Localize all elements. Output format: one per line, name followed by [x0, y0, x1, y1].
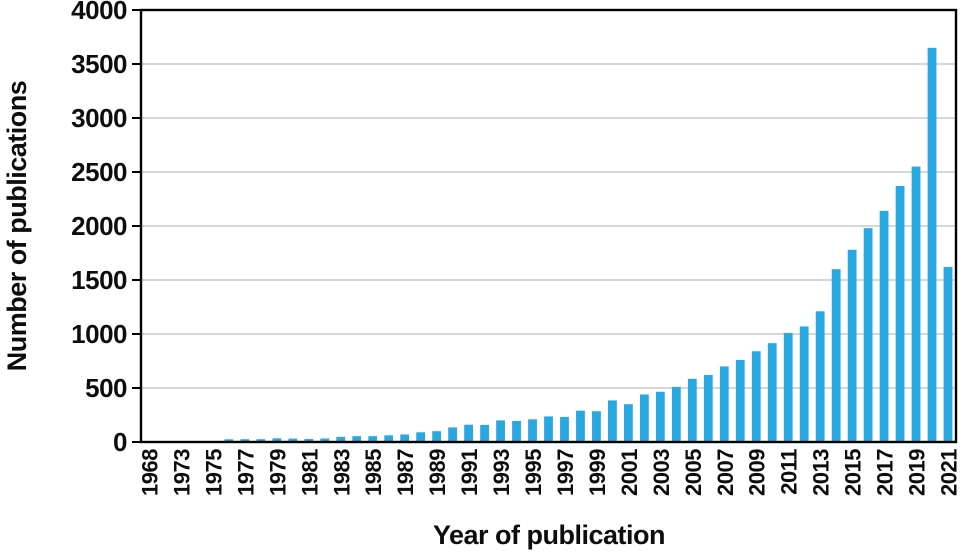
bar-2013: [815, 311, 825, 442]
bar-1992: [480, 424, 489, 442]
bar-2005: [687, 378, 697, 442]
y-axis-title: Number of publications: [2, 81, 32, 372]
bar-2014: [831, 269, 841, 442]
x-tick-label-1999: 1999: [585, 449, 610, 496]
x-tick-label-2005: 2005: [681, 449, 706, 496]
x-tick-label-2021: 2021: [937, 449, 961, 496]
x-tick-label-2001: 2001: [617, 449, 642, 496]
y-tick-label-3000: 3000: [71, 103, 127, 133]
bar-2021: [943, 267, 953, 442]
x-tick-label-2015: 2015: [841, 449, 866, 496]
bar-1978: [256, 439, 266, 442]
bar-1982: [320, 438, 330, 442]
x-tick-label-1997: 1997: [553, 449, 578, 496]
x-tick-label-1991: 1991: [457, 449, 482, 496]
x-tick-label-2009: 2009: [745, 449, 770, 496]
bar-2011: [783, 332, 793, 442]
bar-2017: [879, 210, 889, 442]
x-axis-title: Year of publication: [433, 520, 665, 550]
x-tick-label-1981: 1981: [297, 449, 322, 496]
bar-1985: [368, 436, 378, 442]
bar-2020: [927, 47, 937, 443]
bar-1983: [336, 436, 346, 442]
y-tick-label-2000: 2000: [71, 211, 127, 241]
bar-1977: [240, 439, 250, 442]
bar-2008: [735, 359, 745, 442]
bar-2010: [767, 343, 777, 442]
x-tick-label-1993: 1993: [489, 449, 514, 496]
bar-1981: [304, 438, 314, 442]
x-tick-label-2007: 2007: [713, 449, 738, 496]
bar-2019: [911, 166, 921, 442]
x-tick-label-1983: 1983: [329, 449, 354, 496]
x-axis: 1968 1973 1975 1977 1979 1981 1983 1985 1987 1989…: [138, 449, 961, 496]
x-tick-label-2017: 2017: [873, 449, 898, 496]
bar-1998: [576, 410, 585, 442]
bar-1988: [416, 432, 426, 442]
y-axis: 0 500 1000 1500 2000 2500 3000 3500 4000: [71, 0, 141, 457]
x-tick-label-1968: 1968: [138, 449, 163, 496]
bar-2006: [703, 375, 713, 442]
bar-2009: [751, 351, 761, 442]
bar-1990: [448, 427, 458, 442]
x-tick-label-1975: 1975: [201, 449, 226, 496]
bar-1986: [384, 435, 394, 442]
bar-1993: [496, 420, 505, 442]
x-tick-label-2013: 2013: [809, 449, 834, 496]
bar-1976: [224, 439, 234, 442]
bar-2012: [799, 326, 809, 442]
bar-1994: [512, 420, 521, 442]
x-tick-label-1985: 1985: [361, 449, 386, 496]
bar-1991: [464, 424, 473, 442]
y-tick-label-2500: 2500: [71, 157, 127, 187]
bar-1980: [288, 438, 298, 442]
y-tick-label-500: 500: [85, 373, 127, 403]
bar-2015: [847, 249, 857, 442]
bar-2003: [655, 391, 665, 442]
y-tick-label-3500: 3500: [71, 49, 127, 79]
bar-1987: [400, 434, 410, 442]
bar-2016: [863, 228, 873, 442]
x-tick-label-1973: 1973: [170, 449, 195, 496]
x-tick-label-1987: 1987: [393, 449, 418, 496]
bar-1999: [592, 411, 601, 442]
gridlines: [141, 63, 956, 389]
x-tick-label-2003: 2003: [649, 449, 674, 496]
bars: [144, 47, 953, 443]
x-tick-label-2011: 2011: [777, 449, 802, 495]
bar-1997: [560, 416, 569, 442]
bar-2002: [639, 394, 649, 442]
bar-1984: [352, 436, 362, 442]
y-tick-label-1000: 1000: [71, 319, 127, 349]
bar-1979: [272, 438, 282, 442]
y-tick-label-4000: 4000: [71, 0, 127, 25]
bar-1989: [432, 431, 442, 442]
bar-2004: [671, 386, 681, 442]
x-tick-label-1989: 1989: [425, 449, 450, 496]
bar-1995: [528, 419, 537, 442]
x-tick-label-1995: 1995: [521, 449, 546, 496]
bar-2007: [719, 366, 729, 442]
y-tick-label-1500: 1500: [71, 265, 127, 295]
bar-2001: [624, 404, 633, 442]
bar-2018: [895, 186, 905, 442]
bar-2000: [608, 400, 617, 442]
x-tick-label-1979: 1979: [265, 449, 290, 496]
bar-1996: [544, 416, 553, 442]
x-tick-label-1977: 1977: [233, 449, 258, 496]
y-tick-label-0: 0: [113, 427, 127, 457]
x-tick-label-2019: 2019: [905, 449, 930, 496]
